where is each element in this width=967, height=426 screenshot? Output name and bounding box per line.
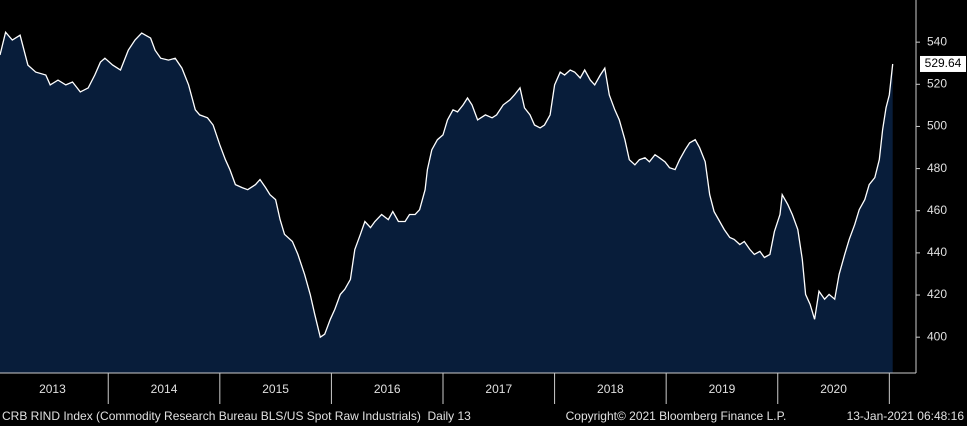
y-tick-label: 520 <box>927 76 947 90</box>
x-tick-label: 2017 <box>485 382 512 396</box>
y-tick-label: 480 <box>927 161 947 175</box>
x-tick-label: 2019 <box>709 382 736 396</box>
x-tick-label: 2020 <box>820 382 847 396</box>
footer-left: CRB RIND Index (Commodity Research Burea… <box>2 409 471 423</box>
y-tick-label: 540 <box>927 34 947 48</box>
y-tick-label: 500 <box>927 119 947 133</box>
area <box>0 32 893 373</box>
copyright: Copyright© 2021 Bloomberg Finance L.P. <box>566 409 787 423</box>
x-tick-label: 2015 <box>262 382 289 396</box>
x-tick-label: 2013 <box>39 382 66 396</box>
x-tick-label: 2016 <box>374 382 401 396</box>
y-tick-label: 400 <box>927 329 947 343</box>
x-tick-label: 2014 <box>151 382 178 396</box>
timestamp: 13-Jan-2021 06:48:16 <box>847 409 965 423</box>
x-tick-label: 2018 <box>597 382 624 396</box>
y-tick-label: 460 <box>927 203 947 217</box>
line <box>0 30 894 339</box>
last-value-box <box>920 55 966 72</box>
last-value-label: 529.64 <box>925 56 962 70</box>
plot: 529.64 400 420 440 460 480 500 520 540 2013 2014 20… <box>0 0 966 404</box>
y-tick-label: 440 <box>927 245 947 259</box>
y-tick-label: 420 <box>927 287 947 301</box>
